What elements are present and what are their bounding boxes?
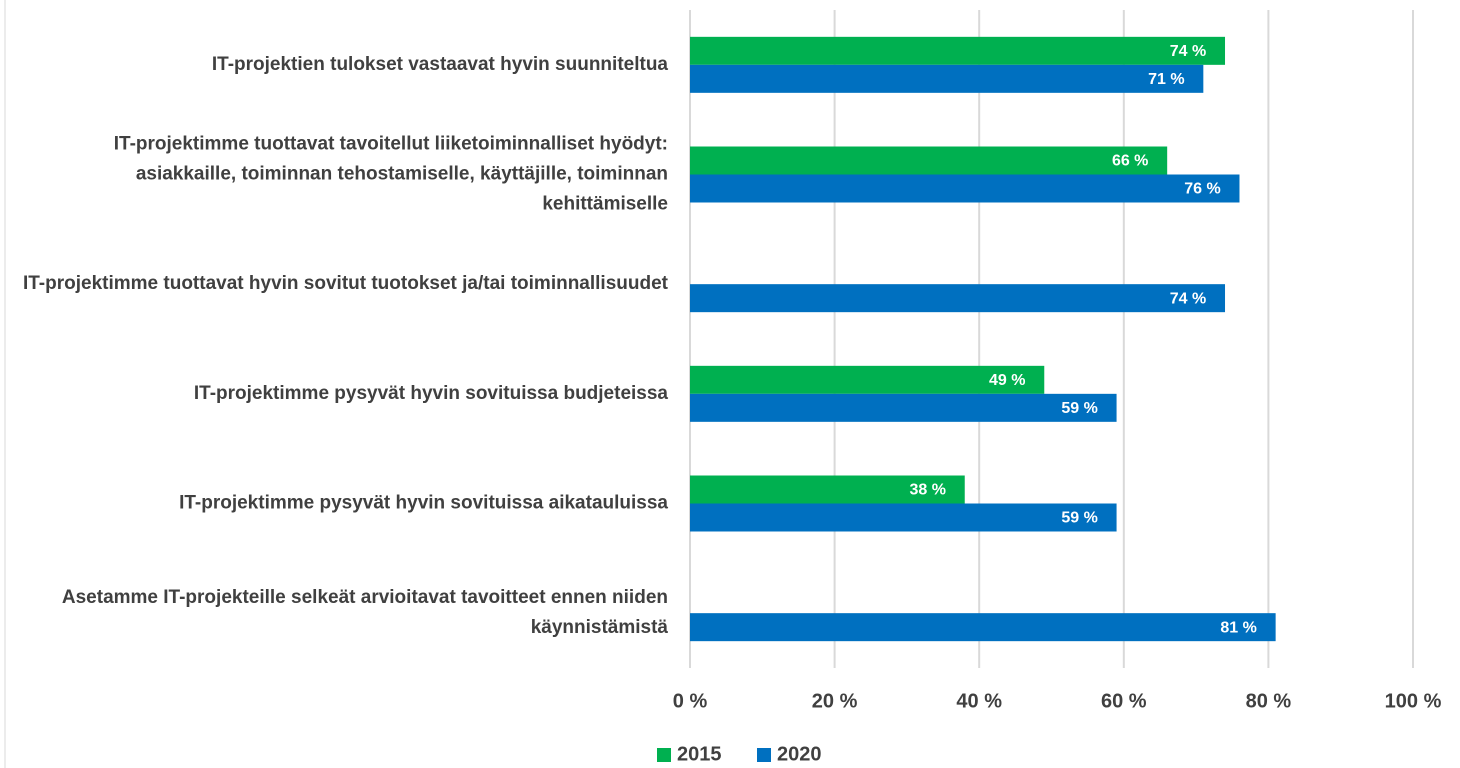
bar bbox=[690, 613, 1276, 642]
bar bbox=[690, 284, 1226, 313]
bar bbox=[690, 475, 965, 504]
x-tick-label: 0 % bbox=[673, 690, 708, 712]
x-tick-label: 20 % bbox=[812, 690, 858, 712]
value-label: 49 % bbox=[989, 372, 1025, 389]
legend-swatch bbox=[757, 748, 771, 762]
value-label: 38 % bbox=[910, 482, 946, 499]
x-tick-label: 40 % bbox=[956, 690, 1002, 712]
bar bbox=[690, 64, 1204, 93]
value-label: 66 % bbox=[1112, 153, 1148, 170]
x-tick-label: 60 % bbox=[1101, 690, 1147, 712]
bar bbox=[690, 146, 1168, 175]
category-label: Asetamme IT-projekteille selkeät arvioit… bbox=[62, 587, 669, 638]
value-label: 74 % bbox=[1170, 43, 1206, 60]
legend-swatch bbox=[657, 748, 671, 762]
bar bbox=[690, 365, 1045, 394]
value-label: 59 % bbox=[1061, 510, 1097, 527]
legend-label: 2015 bbox=[677, 743, 722, 765]
legend-label: 2020 bbox=[777, 743, 822, 765]
value-label: 81 % bbox=[1220, 619, 1256, 636]
value-label: 76 % bbox=[1184, 181, 1220, 198]
category-label: IT-projektimme tuottavat tavoitellut lii… bbox=[114, 134, 668, 215]
value-label: 74 % bbox=[1170, 290, 1206, 307]
x-tick-label: 80 % bbox=[1246, 690, 1292, 712]
bar bbox=[690, 393, 1117, 422]
category-label: IT-projektimme tuottavat hyvin sovitut t… bbox=[23, 273, 669, 294]
x-tick-label: 100 % bbox=[1385, 690, 1442, 712]
value-label: 71 % bbox=[1148, 71, 1184, 88]
category-label: IT-projektimme pysyvät hyvin sovituissa … bbox=[179, 493, 668, 514]
category-label: IT-projektien tulokset vastaavat hyvin s… bbox=[212, 54, 669, 75]
category-label: IT-projektimme pysyvät hyvin sovituissa … bbox=[194, 383, 669, 404]
bar bbox=[690, 503, 1117, 532]
bar bbox=[690, 174, 1240, 203]
bar bbox=[690, 36, 1226, 65]
value-label: 59 % bbox=[1061, 400, 1097, 417]
